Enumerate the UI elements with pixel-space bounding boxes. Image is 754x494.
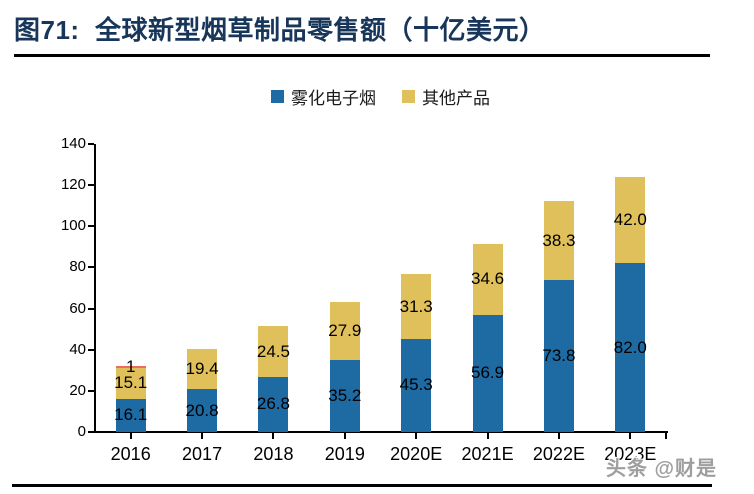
bottom-border-line <box>12 484 712 487</box>
bar-value-label: 38.3 <box>542 230 576 250</box>
x-axis-tick <box>629 433 632 439</box>
legend-item-other: 其他产品 <box>402 84 490 109</box>
x-axis-line <box>94 431 668 433</box>
x-axis-label: 2019 <box>324 444 365 464</box>
bar-value-label: 73.8 <box>542 346 576 366</box>
x-axis-end-tick <box>665 433 667 439</box>
bar-segment-其他产品 <box>472 243 503 315</box>
y-axis-tick <box>88 184 94 187</box>
x-axis-label: 2022E <box>532 444 585 464</box>
x-axis-tick <box>415 433 418 439</box>
y-axis-label: 80 <box>69 258 86 276</box>
x-axis-tick <box>486 433 489 439</box>
x-axis-tick <box>557 433 560 439</box>
bar-value-label: 82.0 <box>613 337 647 357</box>
bar-value-label: 42.0 <box>613 210 647 230</box>
bar-value-label: 31.3 <box>399 296 433 316</box>
legend-item-vape: 雾化电子烟 <box>271 84 376 109</box>
y-axis-label: 120 <box>60 176 86 194</box>
bar-segment-其他产品 <box>543 201 574 281</box>
y-axis-tick <box>88 431 94 433</box>
y-axis-tick <box>88 348 94 351</box>
x-axis-label: 2023E <box>604 444 657 464</box>
bar-value-label: 1 <box>125 356 136 376</box>
bar-value-label: 16.1 <box>114 405 148 425</box>
y-axis-label: 20 <box>69 381 86 399</box>
bar-segment-其他产品 <box>615 176 646 264</box>
y-axis-label: 60 <box>69 299 86 317</box>
x-axis-tick <box>201 433 204 439</box>
y-axis-label: 40 <box>69 340 86 358</box>
x-axis-label: 2017 <box>182 444 223 464</box>
bar-value-label: 26.8 <box>256 394 290 414</box>
legend-label-other: 其他产品 <box>422 89 490 108</box>
chart-legend: 雾化电子烟 其他产品 <box>95 84 666 109</box>
bar-segment-其他产品 <box>329 302 360 360</box>
bar-value-label: 24.5 <box>256 341 290 361</box>
y-axis-tick <box>88 225 94 228</box>
y-axis-tick <box>88 266 94 269</box>
bar-segment-雾化电子烟 <box>401 338 432 432</box>
x-axis-tick <box>343 433 346 439</box>
x-axis-label: 2020E <box>390 444 443 464</box>
bar-segment-其他产品 <box>115 367 146 399</box>
bar-segment-雾化电子烟 <box>187 389 218 432</box>
bar-segment-雾化电子烟 <box>115 398 146 432</box>
bar-segment-顶部红色小分段 <box>115 365 146 368</box>
bar-value-label: 19.4 <box>185 359 219 379</box>
bar-segment-雾化电子烟 <box>258 376 289 432</box>
x-axis-label: 2018 <box>253 444 294 464</box>
y-axis-tick <box>88 143 94 145</box>
y-axis-tick <box>88 389 94 392</box>
legend-swatch-other <box>402 90 415 103</box>
bar-segment-雾化电子烟 <box>329 359 360 432</box>
bar-value-label: 15.1 <box>114 373 148 393</box>
x-axis-label: 2021E <box>461 444 514 464</box>
bar-segment-其他产品 <box>187 349 218 390</box>
title-underline <box>14 54 710 57</box>
watermark-text: 头条 @财是 <box>606 458 718 480</box>
y-axis-line <box>94 144 96 432</box>
bar-segment-雾化电子烟 <box>472 314 503 432</box>
bar-value-label: 45.3 <box>399 375 433 395</box>
x-axis-label: 2016 <box>110 444 151 464</box>
y-axis-tick <box>88 307 94 310</box>
y-axis-label: 0 <box>77 423 86 440</box>
bar-value-label: 27.9 <box>328 320 362 340</box>
bar-value-label: 34.6 <box>471 269 505 289</box>
bar-value-label: 35.2 <box>328 385 362 405</box>
x-axis-tick <box>129 433 132 439</box>
x-axis-tick <box>272 433 275 439</box>
bar-segment-雾化电子烟 <box>615 263 646 432</box>
y-axis-label: 140 <box>60 135 86 152</box>
legend-label-vape: 雾化电子烟 <box>291 89 376 108</box>
bar-segment-其他产品 <box>258 326 289 377</box>
legend-swatch-vape <box>271 90 284 103</box>
bar-segment-其他产品 <box>401 274 432 339</box>
bar-value-label: 20.8 <box>185 400 219 420</box>
figure-title: 图71: 全球新型烟草制品零售额（十亿美元） <box>14 15 546 45</box>
bar-value-label: 56.9 <box>471 363 505 383</box>
bar-segment-雾化电子烟 <box>543 280 574 432</box>
y-axis-label: 100 <box>60 217 86 235</box>
